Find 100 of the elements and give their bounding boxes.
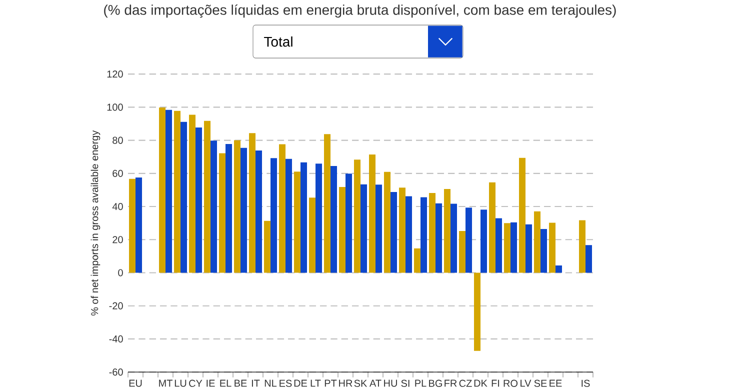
- chart-subtitle: (% das importações líquidas em energia bruta disponível, com base em terajoules): [104, 4, 616, 18]
- y-tick-label: 80: [112, 136, 123, 144]
- bar: [159, 107, 166, 273]
- bar: [136, 177, 142, 273]
- bar: [399, 187, 406, 273]
- bar: [459, 230, 466, 273]
- bar: [519, 158, 526, 273]
- y-tick-label: -60: [109, 368, 123, 376]
- y-axis-title: % of net imports in gross available energy: [90, 130, 100, 316]
- y-tick-label: 20: [112, 236, 123, 244]
- bar: [180, 122, 188, 273]
- bar: [578, 220, 586, 273]
- bar: [166, 110, 172, 273]
- x-tick-label: LT: [310, 380, 321, 387]
- y-tick-label: -20: [109, 302, 123, 310]
- x-tick-label: NL: [264, 380, 277, 387]
- bar: [504, 222, 510, 273]
- bar: [489, 182, 496, 273]
- bar: [210, 140, 218, 273]
- bar: [480, 210, 487, 273]
- x-tick-label: CY: [189, 380, 202, 387]
- x-tick-label: DE: [294, 380, 308, 387]
- bar: [450, 204, 457, 273]
- bar: [384, 172, 391, 273]
- bar: [376, 184, 382, 273]
- x-tick-label: HR: [339, 380, 352, 387]
- bar: [204, 120, 211, 273]
- bar: [324, 134, 331, 273]
- bar: [369, 154, 376, 273]
- x-tick-label: LV: [520, 380, 532, 387]
- bar: [436, 203, 442, 273]
- bar: [420, 197, 427, 273]
- bar: [339, 186, 346, 273]
- bar: [256, 150, 262, 273]
- bar: [249, 133, 256, 273]
- bar: [300, 162, 308, 273]
- bar: [360, 184, 368, 273]
- bar: [354, 160, 360, 273]
- bar: [540, 228, 547, 273]
- x-tick-label: CZ: [459, 380, 472, 387]
- bar: [270, 158, 278, 273]
- x-tick-label: PT: [324, 380, 337, 387]
- x-tick-label: IT: [252, 380, 260, 387]
- bar: [429, 192, 436, 273]
- x-tick-label: SI: [401, 380, 410, 387]
- bar: [129, 178, 136, 273]
- x-tick-label: HU: [384, 380, 397, 387]
- bar: [196, 127, 202, 273]
- text: Total: [264, 36, 292, 47]
- bar: [264, 220, 271, 273]
- bar: [549, 222, 556, 273]
- bar: [406, 196, 412, 273]
- bar: [174, 110, 181, 273]
- bar: [286, 158, 292, 273]
- x-tick-label: PL: [415, 380, 426, 387]
- bar: [240, 148, 248, 273]
- x-tick-label: RO: [504, 380, 518, 387]
- x-tick-label: FI: [492, 380, 500, 387]
- bar: [309, 197, 316, 273]
- bar: [316, 163, 322, 273]
- bar: [346, 173, 352, 273]
- bar: [414, 248, 421, 273]
- bar: [510, 222, 517, 273]
- bar: [330, 166, 338, 273]
- bar: [189, 114, 196, 273]
- x-tick-label: FR: [444, 380, 457, 387]
- x-tick-label: DK: [474, 380, 488, 387]
- y-tick-label: 120: [107, 70, 123, 78]
- x-tick-label: MT: [159, 380, 172, 387]
- bar: [390, 192, 397, 273]
- x-tick-label: SE: [534, 380, 547, 387]
- x-tick-label: LU: [174, 380, 186, 387]
- x-tick-label: ES: [280, 380, 292, 387]
- y-tick-label: 0: [118, 269, 123, 276]
- bar: [234, 140, 241, 273]
- y-tick-label: -40: [109, 335, 123, 342]
- x-tick-label: EE: [550, 380, 562, 387]
- x-tick-label: AT: [370, 380, 382, 387]
- x-tick-label: IE: [206, 380, 215, 387]
- y-tick-label: 40: [112, 202, 123, 210]
- bar: [534, 211, 540, 273]
- bar: [226, 144, 232, 273]
- bar: [496, 218, 502, 273]
- bar: [279, 144, 286, 273]
- x-tick-label: EL: [220, 380, 232, 387]
- x-tick-label: EU: [129, 380, 142, 387]
- bar: [474, 272, 480, 351]
- x-tick-label: BG: [429, 380, 442, 387]
- bar: [466, 208, 472, 273]
- bar: [294, 171, 301, 273]
- x-tick-label: SK: [354, 380, 368, 387]
- bar: [556, 265, 562, 273]
- x-tick-label: IS: [582, 380, 590, 387]
- bar: [219, 153, 226, 273]
- y-tick-label: 60: [112, 170, 123, 177]
- x-tick-label: BE: [234, 380, 247, 387]
- y-tick-label: 100: [107, 103, 123, 111]
- bar: [525, 224, 532, 273]
- bar: [586, 244, 592, 273]
- bar: [444, 188, 450, 273]
